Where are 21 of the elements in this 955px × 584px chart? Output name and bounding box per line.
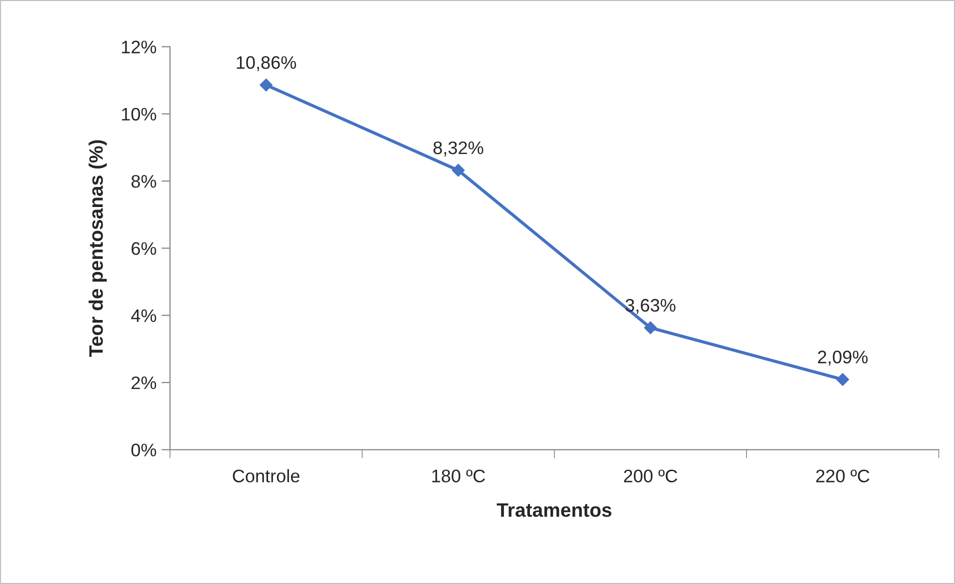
x-tick-label: 180 ºC — [432, 470, 485, 482]
x-tick-label: 200 ºC — [624, 470, 678, 482]
y-tick-label: 0% — [131, 444, 156, 456]
y-axis-title: Teor de pentosanas (%) — [88, 140, 107, 357]
y-tick-label: 6% — [132, 242, 156, 255]
point — [644, 321, 657, 334]
data-label: 8,32% — [433, 141, 484, 156]
data-label: 10,86% — [236, 56, 296, 72]
y-tick-label: 2% — [132, 376, 156, 390]
x-tick-label: 220 ºC — [816, 470, 870, 482]
y-tick-label: 8% — [131, 174, 156, 188]
point — [452, 164, 465, 177]
data-label: 3,63% — [626, 298, 676, 314]
y-tick-label: 12% — [122, 40, 156, 54]
data-label: 2,09% — [818, 350, 868, 366]
point — [260, 78, 272, 92]
point — [836, 373, 850, 386]
y-tick-label: 4% — [131, 309, 156, 322]
y-tick-label: 10% — [122, 108, 156, 121]
x-axis-title: Tratamentos — [496, 503, 612, 517]
x-tick-label: Controle — [232, 469, 300, 482]
